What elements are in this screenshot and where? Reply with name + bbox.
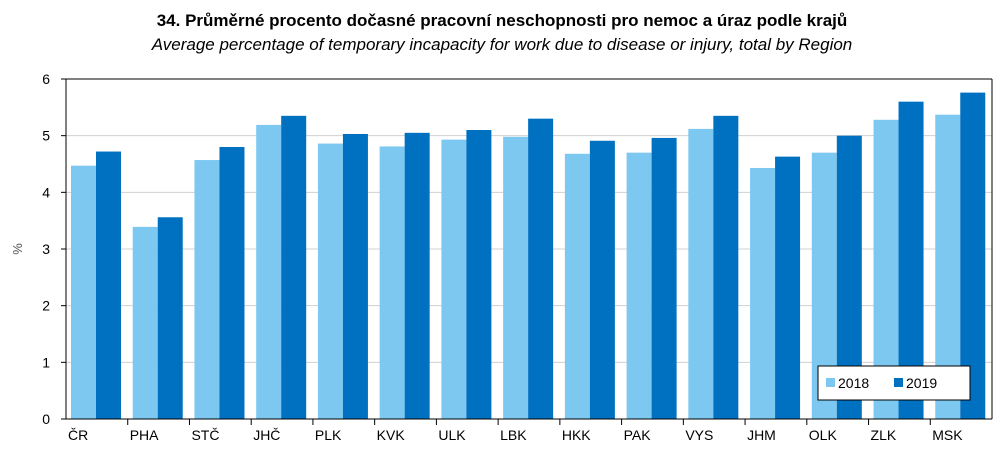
bar-2019-PAK [651,137,677,419]
chart-title: 34. Průměrné procento dočasné pracovní n… [156,11,848,30]
x-tick-label: OLK [809,427,838,443]
bar-2018-STČ [194,160,220,420]
bar-2018-JHM [750,167,776,419]
y-tick-label: 2 [42,298,50,314]
x-tick-label: ULK [438,427,466,443]
bar-2019-KVK [404,132,430,420]
bar-2019-MSK [960,92,986,419]
bar-2018-LBK [503,136,529,420]
x-tick-label: PLK [315,427,342,443]
bar-2018-PLK [317,143,343,419]
x-tick-label: PAK [624,427,652,443]
y-tick-label: 1 [42,354,50,370]
bar-2019-JHM [775,156,801,419]
x-tick-label: MSK [932,427,963,443]
bar-2018-HKK [564,153,590,420]
bar-2018-PHA [132,226,158,419]
bar-2018-VYS [688,128,714,419]
x-tick-label: VYS [685,427,713,443]
legend-swatch-2019 [894,378,903,387]
legend-label-2018: 2018 [838,375,869,391]
legend-swatch-2018 [826,378,835,387]
y-tick-label: 5 [42,128,50,144]
bars [71,92,986,420]
legend-label-2019: 2019 [906,375,937,391]
y-axis-label: % [10,243,25,255]
axes: 0 1 2 3 4 5 6% ČR PHA STČ JHČ PLK KVK ULK LBK HKK PAK VYS… [10,71,993,443]
bar-2019-VYS [713,115,739,419]
chart-subtitle: Average percentage of temporary incapaci… [151,35,853,54]
bar-2018-ČR [71,165,96,419]
x-tick-label: LBK [500,427,527,443]
bar-2019-PHA [157,217,183,419]
bar-2018-PAK [626,152,652,419]
bar-2019-LBK [528,118,554,420]
bar-2018-KVK [379,146,405,419]
bar-2018-ULK [441,139,467,419]
y-tick-label: 6 [42,71,50,87]
bar-2019-PLK [342,133,368,419]
x-tick-label: PHA [130,427,159,443]
legend: 2018 2019 [817,365,971,401]
bar-2019-ULK [466,130,492,419]
x-tick-label: JHČ [253,427,280,443]
x-tick-label: ZLK [871,427,897,443]
bar-2019-HKK [589,140,615,419]
x-tick-label: HKK [562,427,591,443]
bar-2018-JHČ [256,124,282,420]
x-tick-label: ČR [68,427,88,443]
bar-2019-ČR [96,151,121,420]
y-tick-label: 4 [42,184,50,200]
y-tick-label: 3 [42,241,50,257]
x-tick-label: STČ [191,427,219,443]
bar-2019-JHČ [281,115,307,419]
x-tick-label: KVK [377,427,406,443]
bar-2019-STČ [219,147,245,419]
y-tick-label: 0 [42,411,50,427]
x-tick-label: JHM [747,427,776,443]
